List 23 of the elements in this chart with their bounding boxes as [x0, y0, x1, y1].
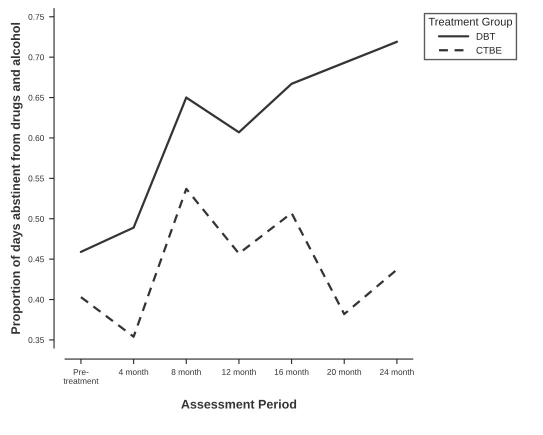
y-tick-label: 0.40 [28, 296, 44, 303]
line-series [80, 40, 398, 253]
legend-label: CTBE [476, 46, 502, 54]
x-tick-label: 20 month [327, 368, 362, 375]
y-tick-label: 0.60 [28, 135, 44, 142]
x-axis-title: Assessment Period [181, 399, 296, 409]
y-tick-label: 0.45 [28, 256, 44, 262]
x-tick-label: Pre- treatment [63, 369, 98, 384]
y-tick-label: 0.70 [28, 54, 44, 60]
y-tick-label: 0.35 [28, 337, 44, 344]
line-series [80, 188, 398, 338]
y-tick-label: 0.75 [28, 14, 44, 20]
legend-label: DBT [476, 33, 496, 40]
x-tick-label: 4 month [118, 368, 148, 375]
legend-title: Treatment Group [428, 18, 512, 28]
x-tick-label: 8 month [172, 368, 201, 375]
x-tick-label: 16 month [274, 368, 308, 375]
y-tick-label: 0.55 [28, 176, 44, 182]
y-tick-label: 0.65 [28, 94, 44, 101]
x-tick-label: 24 month [380, 368, 414, 375]
x-tick-label: 12 month [222, 368, 256, 375]
y-axis-title: Proportion of days abstinent from drugs and alcohol [10, 22, 23, 334]
y-tick-label: 0.50 [28, 216, 44, 222]
